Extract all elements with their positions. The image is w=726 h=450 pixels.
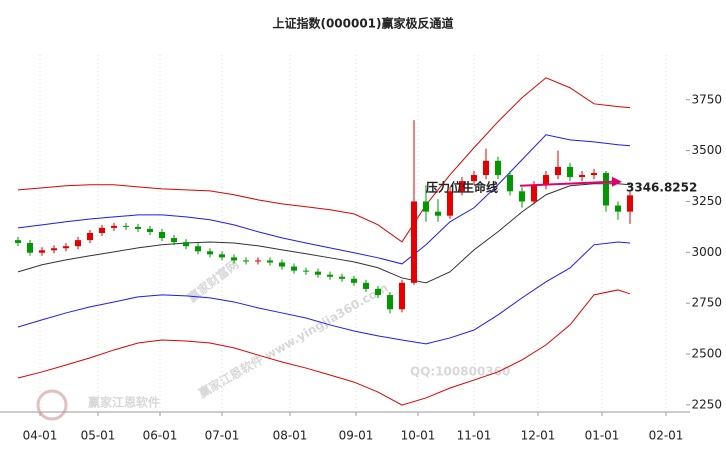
- y-tick-label: 3250: [691, 194, 722, 208]
- candle-body: [543, 175, 549, 186]
- x-tick-label: 11-01: [457, 429, 492, 443]
- candle-body: [99, 227, 105, 233]
- x-tick-label: 06-01: [143, 429, 178, 443]
- candle-body: [183, 242, 189, 247]
- candle-body: [327, 274, 333, 277]
- y-tick-label: 2250: [691, 397, 722, 411]
- candle-body: [75, 240, 81, 247]
- candle-body: [147, 228, 153, 232]
- x-tick-label: 12-01: [521, 429, 556, 443]
- candle-body: [399, 282, 405, 310]
- candle-body: [123, 225, 129, 227]
- y-tick-label: 3000: [691, 245, 722, 259]
- candle-body: [171, 238, 177, 243]
- candle-body: [447, 191, 453, 216]
- resistance-arrow: [519, 180, 613, 187]
- watermark: 赢家江恩软件: [88, 395, 160, 410]
- logo: [36, 389, 68, 421]
- candle-body: [375, 288, 381, 296]
- candle-body: [27, 242, 33, 253]
- candle-body: [339, 276, 345, 279]
- watermark: QQ:100800360: [410, 365, 510, 379]
- candle-body: [135, 226, 141, 229]
- channel-line: [17, 241, 631, 345]
- candle-body: [255, 260, 261, 262]
- candle-body: [627, 195, 633, 212]
- resistance-label: 3346.8252: [626, 180, 697, 194]
- x-tick-label: 02-01: [649, 429, 684, 443]
- candle-body: [351, 278, 357, 283]
- candle-body: [591, 172, 597, 176]
- candle-body: [15, 240, 21, 243]
- annotation: 压力位生命线: [426, 179, 498, 194]
- candle-body: [459, 181, 465, 192]
- candle-body: [267, 260, 273, 263]
- candle-body: [291, 266, 297, 271]
- candle-body: [219, 254, 225, 258]
- candle-body: [531, 185, 537, 202]
- candle-body: [159, 231, 165, 239]
- channel-line: [17, 77, 631, 243]
- candle-body: [615, 205, 621, 212]
- y-tick-label: 2500: [691, 347, 722, 361]
- candle-body: [471, 175, 477, 182]
- candle-body: [279, 262, 285, 267]
- candle-body: [387, 295, 393, 310]
- y-tick-label: 3750: [691, 92, 722, 106]
- candle-body: [243, 260, 249, 262]
- x-tick-label: 07-01: [205, 429, 240, 443]
- candle-body: [231, 257, 237, 261]
- watermark: 赢家江恩软件 www.yingjia360.com: [196, 280, 391, 401]
- candle-body: [111, 225, 117, 228]
- watermark: 赢家财富网: [185, 256, 242, 305]
- channel-line: [17, 289, 631, 406]
- candle-body: [195, 246, 201, 252]
- candle-body: [579, 175, 585, 178]
- x-tick-label: 10-01: [401, 429, 436, 443]
- candle-body: [51, 248, 57, 251]
- candle-body: [63, 246, 69, 249]
- candle-body: [207, 251, 213, 255]
- chart-title: 上证指数(000001)赢家极反通道: [272, 16, 453, 31]
- candle-body: [507, 175, 513, 192]
- candle-body: [603, 172, 609, 206]
- candle-body: [423, 201, 429, 212]
- candle-body: [39, 250, 45, 253]
- y-tick-label: 3500: [691, 143, 722, 157]
- y-tick-label: 2750: [691, 296, 722, 310]
- candle-body: [315, 271, 321, 275]
- candle-body: [87, 232, 93, 241]
- candle-body: [411, 201, 417, 283]
- candle-body: [555, 166, 561, 176]
- candle-body: [363, 282, 369, 289]
- x-tick-label: 01-01: [585, 429, 620, 443]
- channel-line: [17, 183, 631, 284]
- channel-line: [17, 134, 631, 265]
- candle-body: [495, 160, 501, 176]
- x-tick-label: 04-01: [23, 429, 58, 443]
- x-tick-label: 08-01: [273, 429, 308, 443]
- x-tick-label: 09-01: [339, 429, 374, 443]
- candle-body: [567, 166, 573, 178]
- arrow-head: [612, 176, 622, 187]
- candle-body: [519, 191, 525, 202]
- candle-body: [303, 270, 309, 272]
- candle-body: [483, 160, 489, 176]
- x-tick-label: 05-01: [81, 429, 116, 443]
- candle-body: [435, 211, 441, 216]
